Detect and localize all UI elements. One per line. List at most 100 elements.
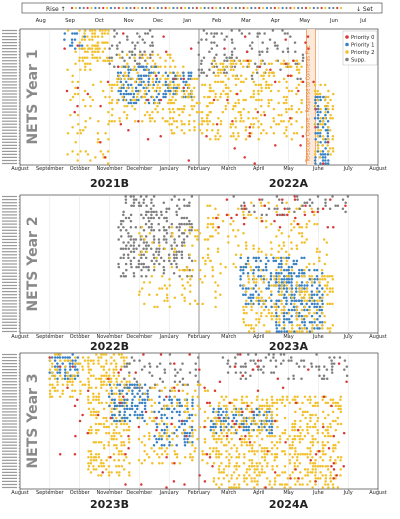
data-point [234, 138, 238, 141]
data-point [212, 71, 216, 75]
data-point [100, 383, 103, 386]
data-point [183, 229, 187, 232]
data-point [275, 401, 279, 405]
data-point [292, 262, 296, 266]
data-point [320, 308, 324, 312]
data-point [289, 302, 293, 306]
data-point [155, 416, 158, 420]
data-point [248, 404, 251, 408]
data-point [119, 122, 123, 126]
data-point [239, 62, 243, 66]
data-point [225, 35, 228, 38]
data-point [286, 213, 289, 217]
data-point [92, 362, 95, 365]
data-point [261, 41, 264, 44]
data-point [212, 437, 216, 441]
data-point [117, 89, 120, 93]
data-point [149, 216, 153, 220]
data-point [168, 440, 171, 444]
data-point [304, 474, 307, 477]
data-point [239, 284, 242, 287]
data-point [278, 398, 282, 402]
data-point [294, 446, 297, 450]
data-point [100, 374, 103, 377]
data-point [253, 422, 256, 426]
data-point [122, 359, 126, 362]
data-point [260, 468, 264, 471]
data-point [219, 428, 223, 432]
header-dot [102, 6, 105, 10]
data-point [235, 468, 238, 471]
data-point [285, 65, 288, 69]
data-point [285, 398, 289, 402]
data-point [137, 201, 141, 204]
data-point [78, 128, 82, 132]
data-point [128, 386, 131, 390]
data-point [308, 311, 311, 315]
data-point [189, 284, 192, 287]
data-point [172, 101, 176, 105]
data-point [125, 229, 128, 232]
data-point [168, 284, 172, 287]
data-point [267, 74, 271, 78]
data-point [282, 77, 286, 81]
data-point [265, 428, 268, 432]
data-point [322, 395, 326, 399]
data-point [339, 407, 342, 411]
data-point [324, 113, 327, 117]
data-point [140, 213, 143, 217]
data-point [214, 62, 218, 66]
data-point [300, 302, 304, 306]
data-point [97, 422, 101, 426]
data-point [118, 119, 122, 123]
data-point [192, 104, 196, 108]
data-point [76, 368, 79, 371]
data-point [268, 419, 271, 423]
data-point [303, 290, 307, 293]
data-point [297, 232, 301, 235]
data-point [249, 59, 253, 62]
data-point [178, 225, 181, 229]
header-dot [184, 6, 187, 10]
data-point [175, 256, 178, 260]
data-point [79, 150, 82, 153]
data-point [342, 465, 345, 468]
data-point [323, 443, 327, 447]
data-point [268, 407, 272, 411]
data-point [243, 456, 246, 459]
data-point [208, 119, 211, 123]
data-point [300, 110, 303, 114]
data-point [96, 50, 99, 53]
data-point [292, 259, 295, 263]
data-point [249, 122, 253, 126]
data-point [224, 83, 228, 87]
data-point [251, 293, 255, 296]
data-point [300, 241, 304, 244]
data-point [113, 83, 116, 87]
data-point [73, 32, 77, 35]
header-dot [141, 6, 144, 10]
data-point [203, 238, 207, 241]
data-point [180, 256, 184, 260]
data-point [174, 374, 177, 377]
data-point [89, 401, 93, 405]
data-point [303, 241, 306, 244]
data-point [169, 65, 172, 69]
data-point [136, 71, 139, 75]
data-point [233, 465, 236, 468]
data-point [265, 401, 269, 405]
data-point [321, 327, 324, 330]
data-point [97, 377, 101, 380]
data-point [201, 449, 204, 453]
data-point [326, 104, 329, 108]
data-point [197, 68, 201, 72]
data-point [232, 471, 236, 474]
header-dot [332, 6, 335, 10]
data-point [313, 462, 317, 465]
data-point [165, 422, 169, 426]
data-point [296, 284, 299, 287]
data-point [71, 377, 74, 380]
data-point [178, 398, 181, 402]
data-point [173, 247, 177, 250]
